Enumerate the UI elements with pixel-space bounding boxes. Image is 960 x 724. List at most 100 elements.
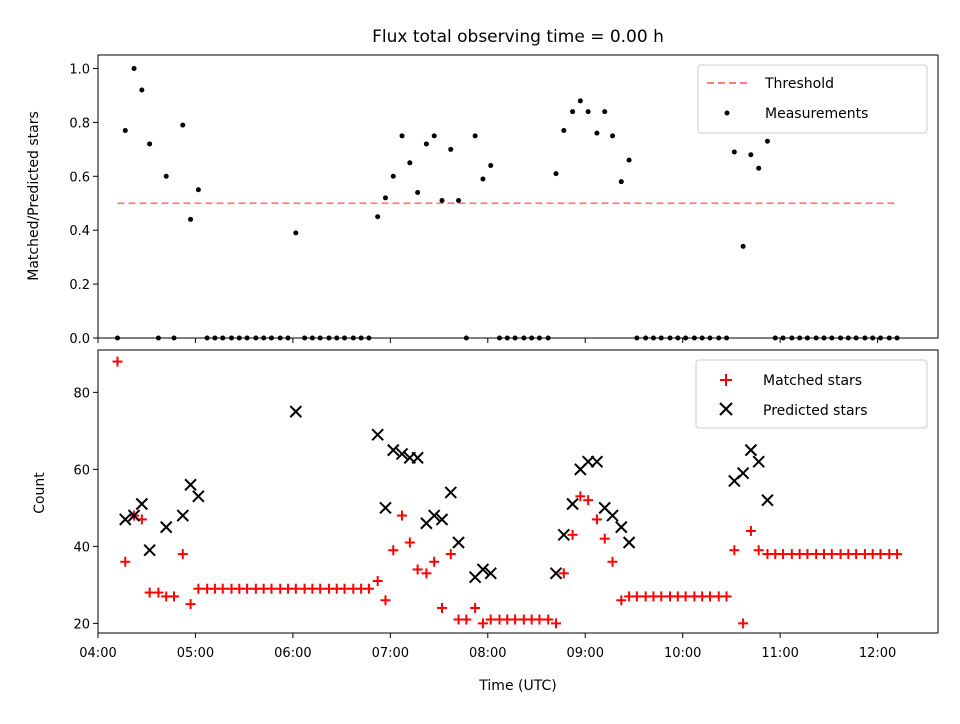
measurement-point	[439, 198, 445, 204]
matched-point	[177, 549, 188, 560]
count-legend: Matched stars Predicted stars	[695, 359, 928, 429]
predicted-point-b	[606, 509, 619, 522]
matched-point	[599, 533, 610, 544]
measurement-point	[764, 138, 770, 144]
predicted-point	[590, 455, 604, 468]
matched-point	[380, 595, 391, 606]
measurement-point	[472, 133, 478, 139]
predicted-point	[744, 443, 758, 457]
matched-point	[461, 614, 472, 625]
predicted-point	[176, 509, 189, 522]
measurement-point	[626, 157, 632, 163]
measurement-point	[382, 195, 388, 201]
measurement-point	[448, 146, 454, 152]
matched-point	[534, 614, 545, 625]
measurement-point	[740, 243, 746, 249]
matched-point	[704, 591, 715, 602]
ratio-legend-frame	[697, 64, 928, 134]
count-panel: 20 40 60 80 04:00 05:00 06:00 07:00 08:00 09:00 1…	[32, 349, 939, 694]
matched-point	[851, 549, 862, 560]
matched-point	[510, 614, 521, 625]
count-y-tick-label: 60	[73, 463, 90, 478]
predicted-point-b	[395, 447, 409, 461]
predicted-point	[435, 513, 449, 526]
matched-point	[543, 614, 554, 625]
measurement-point	[423, 141, 429, 147]
measurement-point	[195, 187, 201, 193]
matched-point	[436, 602, 447, 613]
measurement-point	[456, 198, 462, 204]
predicted-point-b	[761, 493, 774, 507]
matched-point	[826, 549, 837, 560]
ratio-y-tick-label: 0.2	[69, 278, 90, 293]
matched-point	[656, 591, 667, 602]
predicted-point	[452, 536, 465, 549]
matched-point	[616, 595, 627, 606]
predicted-point	[395, 447, 409, 461]
x-tick-label: 04:00	[79, 646, 116, 661]
predicted-point-b	[371, 428, 384, 441]
predicted-point-b	[184, 478, 197, 491]
matched-point	[485, 614, 496, 625]
measurement-point	[390, 173, 396, 179]
matched-point	[778, 549, 789, 560]
predicted-point	[484, 567, 497, 580]
measurement-point	[180, 122, 186, 128]
predicted-point	[371, 428, 384, 441]
measurement-point	[602, 109, 608, 115]
count-y-axis-label: Count	[32, 472, 48, 514]
matched-point	[729, 545, 740, 556]
matched-point	[892, 549, 903, 560]
ratio-y-tick-label: 1.0	[69, 62, 90, 77]
predicted-point	[761, 493, 774, 507]
matched-point	[745, 525, 756, 536]
x-tick-label: 07:00	[372, 646, 409, 661]
ratio-y-axis-label: Matched/Predicted stars	[26, 111, 42, 281]
predicted-point	[615, 520, 628, 534]
predicted-point-b	[557, 528, 571, 542]
predicted-point-b	[549, 567, 563, 580]
x-tick-label: 10:00	[664, 646, 701, 661]
measurement-point	[122, 127, 128, 133]
predicted-point-b	[127, 509, 141, 522]
predicted-point-b	[590, 455, 604, 468]
predicted-legend-label: Predicted stars	[763, 403, 868, 419]
matched-point	[875, 549, 886, 560]
matched-point	[551, 618, 562, 629]
threshold-legend-label: Threshold	[764, 76, 834, 92]
predicted-point-b	[427, 509, 441, 522]
predicted-point-b	[119, 513, 132, 526]
measurement-point	[163, 173, 169, 179]
predicted-point	[566, 497, 579, 511]
matched-point	[217, 583, 228, 594]
measurement-point	[561, 127, 567, 133]
matched-point	[144, 587, 155, 598]
predicted-point	[549, 567, 563, 580]
predicted-point-b	[736, 467, 750, 480]
matched-point	[339, 583, 350, 594]
predicted-point	[160, 520, 173, 534]
measurement-point	[480, 176, 486, 182]
measurements-series	[114, 65, 900, 341]
predicted-point-b	[598, 501, 611, 515]
matched-point	[266, 583, 277, 594]
ratio-axes-frame	[97, 54, 939, 339]
ratio-x-ticks	[97, 338, 879, 343]
count-legend-frame	[695, 359, 928, 429]
predicted-point	[127, 509, 141, 522]
ratio-y-tick-label: 0.6	[69, 170, 90, 185]
predicted-point	[444, 486, 457, 499]
matched-point	[397, 510, 408, 521]
predicted-point	[622, 536, 636, 549]
ratio-legend: Threshold Measurements	[697, 64, 928, 134]
measurement-point	[147, 141, 153, 147]
predicted-point	[606, 509, 619, 522]
predicted-point	[557, 528, 571, 542]
matched-point	[591, 514, 602, 525]
predicted-point-b	[176, 509, 189, 522]
matched-point	[721, 591, 732, 602]
measurement-point	[577, 98, 583, 104]
matched-point	[753, 545, 764, 556]
matched-point	[738, 618, 749, 629]
measurements-legend-marker	[724, 110, 730, 116]
